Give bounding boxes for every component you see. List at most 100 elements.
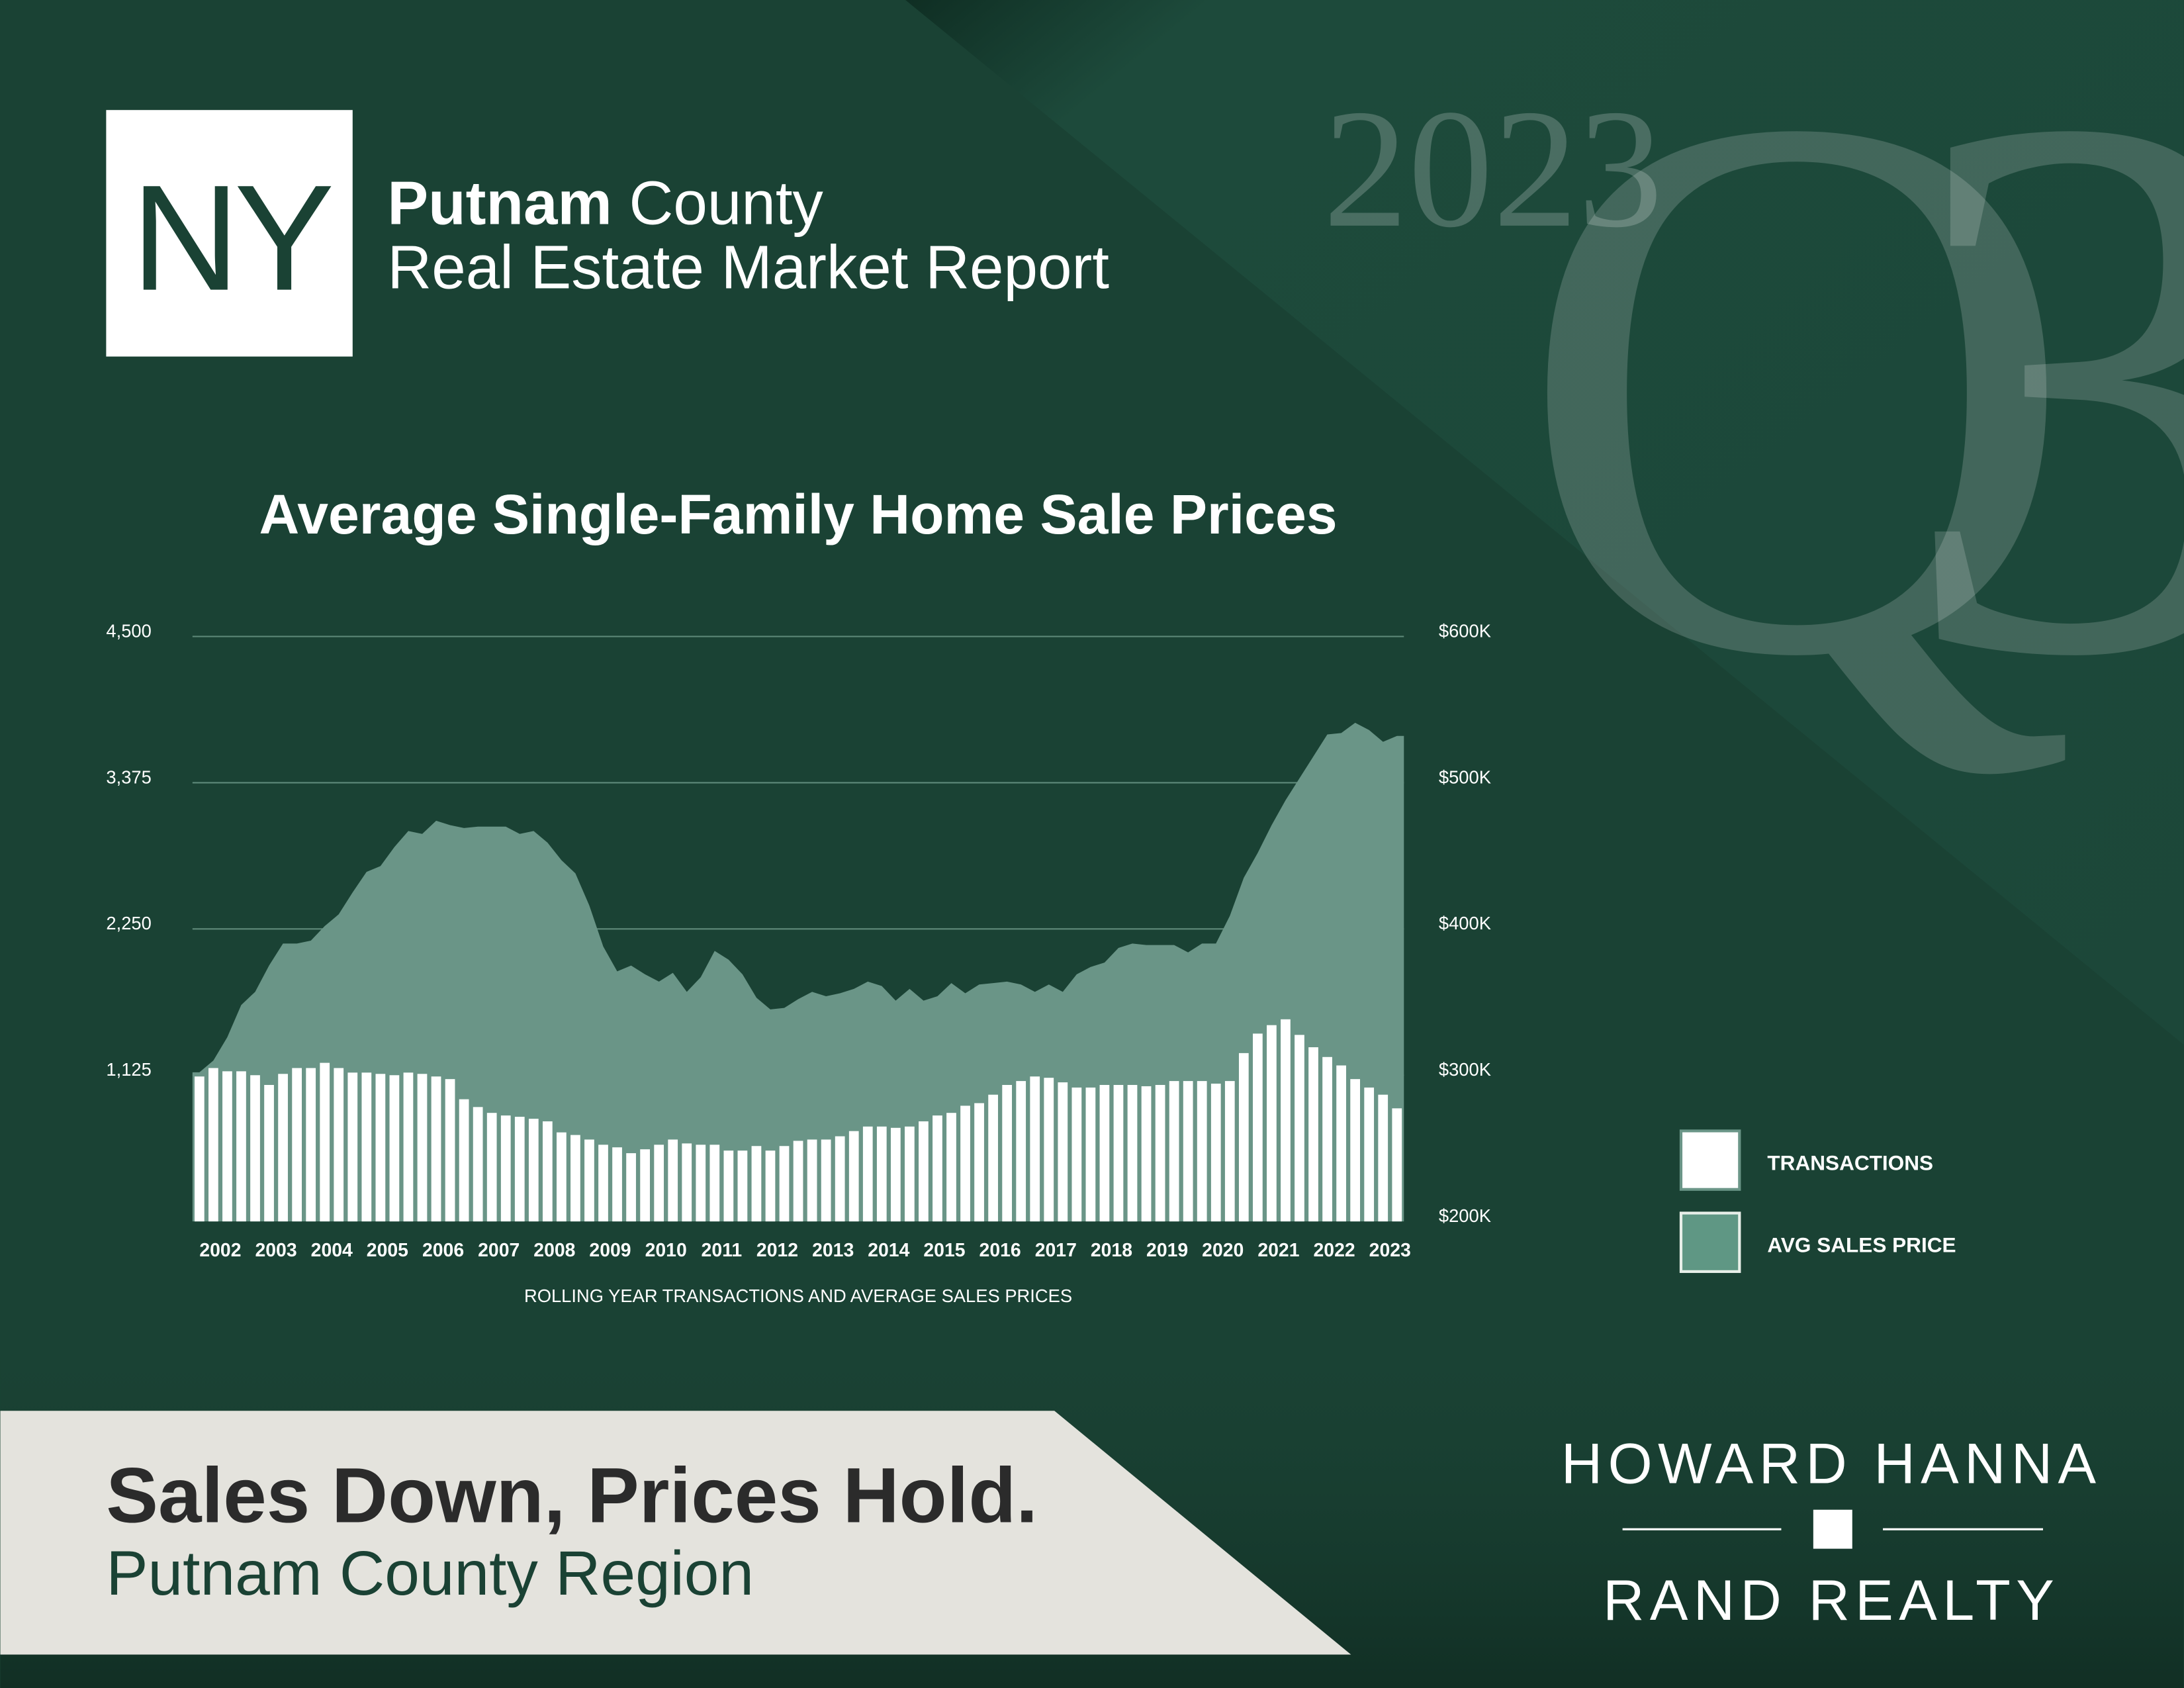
transaction-bar xyxy=(1085,1087,1096,1222)
transaction-bar xyxy=(347,1072,358,1222)
transaction-bar xyxy=(933,1115,942,1222)
transaction-bar xyxy=(640,1149,650,1222)
x-tick-label: 2014 xyxy=(868,1240,909,1261)
transaction-bar xyxy=(1169,1081,1179,1222)
transaction-bar xyxy=(919,1121,929,1222)
y-tick-label: 3,375 xyxy=(106,767,151,787)
transaction-bar xyxy=(1281,1019,1291,1222)
transaction-bar xyxy=(1044,1078,1054,1222)
transaction-bar xyxy=(1030,1076,1040,1222)
transaction-bar xyxy=(1141,1086,1152,1222)
transaction-bar xyxy=(1210,1084,1221,1222)
x-tick-label: 2004 xyxy=(311,1240,353,1261)
transaction-bar xyxy=(1099,1084,1110,1222)
transaction-bar xyxy=(1392,1108,1402,1222)
y2-tick-label: $200K xyxy=(1439,1205,1491,1226)
transaction-bar xyxy=(821,1139,831,1222)
transaction-bar xyxy=(1016,1081,1026,1222)
transaction-bar xyxy=(459,1099,469,1222)
transaction-bar xyxy=(445,1079,455,1222)
transaction-bar xyxy=(960,1105,970,1222)
x-axis-label: ROLLING YEAR TRANSACTIONS AND AVERAGE SA… xyxy=(524,1286,1072,1306)
transaction-bar xyxy=(862,1126,873,1222)
transaction-bar xyxy=(890,1127,901,1222)
x-tick-label: 2005 xyxy=(367,1240,408,1261)
transaction-bar xyxy=(375,1074,386,1222)
transaction-bar xyxy=(1002,1084,1013,1222)
badge-box xyxy=(106,110,353,357)
transaction-bar xyxy=(876,1126,887,1222)
transaction-bar xyxy=(222,1071,232,1222)
legend-swatch xyxy=(1679,1129,1741,1191)
x-tick-label: 2018 xyxy=(1091,1240,1132,1261)
transaction-bar xyxy=(542,1121,553,1222)
x-tick-label: 2003 xyxy=(255,1240,296,1261)
transaction-bar xyxy=(250,1075,260,1222)
x-tick-label: 2010 xyxy=(645,1240,687,1261)
x-tick-label: 2016 xyxy=(979,1240,1021,1261)
transaction-bar xyxy=(988,1094,998,1222)
transaction-bar xyxy=(946,1113,956,1222)
transaction-bar xyxy=(1253,1033,1263,1222)
brand-square xyxy=(1813,1509,1852,1549)
transaction-bar xyxy=(278,1074,288,1222)
transaction-bar xyxy=(1267,1025,1277,1222)
year-watermark: 2023 xyxy=(1323,74,1662,263)
diagonal-panel xyxy=(905,0,2184,1045)
transaction-bar xyxy=(848,1131,859,1222)
transaction-bar xyxy=(486,1113,497,1222)
transaction-bar xyxy=(1197,1081,1207,1222)
transaction-bar xyxy=(779,1146,790,1222)
transaction-bar xyxy=(1295,1035,1304,1222)
x-tick-label: 2002 xyxy=(199,1240,241,1261)
transaction-bar xyxy=(417,1074,428,1222)
transaction-bar xyxy=(514,1117,525,1222)
y2-tick-label: $500K xyxy=(1439,767,1491,787)
x-tick-label: 2022 xyxy=(1314,1240,1355,1261)
brand-bottom: RAND REALTY xyxy=(1603,1569,2060,1632)
transaction-bar xyxy=(292,1068,302,1222)
x-tick-label: 2017 xyxy=(1035,1240,1077,1261)
transaction-bar xyxy=(737,1150,748,1222)
quarter-watermark: Q3 xyxy=(1516,0,2184,816)
badge-text: NY xyxy=(131,154,332,322)
title-rest: County xyxy=(629,169,824,238)
y2-tick-label: $400K xyxy=(1439,913,1491,933)
report-subtitle: Real Estate Market Report xyxy=(387,233,1109,302)
brand-top: HOWARD HANNA xyxy=(1561,1432,2102,1496)
transaction-bar xyxy=(1238,1053,1249,1222)
transaction-bar xyxy=(974,1103,984,1222)
y2-tick-label: $600K xyxy=(1439,620,1491,641)
x-tick-label: 2012 xyxy=(756,1240,798,1261)
transaction-bar xyxy=(334,1068,344,1222)
transaction-bar xyxy=(403,1072,414,1222)
transaction-bar xyxy=(709,1145,720,1222)
legend-label: TRANSACTIONS xyxy=(1767,1150,1933,1174)
legend-swatch xyxy=(1679,1211,1741,1274)
transaction-bar xyxy=(807,1139,817,1222)
x-tick-label: 2020 xyxy=(1202,1240,1244,1261)
transaction-bar xyxy=(682,1143,692,1222)
x-tick-label: 2023 xyxy=(1369,1240,1411,1261)
transaction-bar xyxy=(1308,1047,1318,1222)
transaction-bar xyxy=(905,1126,915,1222)
transaction-bar xyxy=(626,1153,636,1222)
transaction-bar xyxy=(389,1075,400,1222)
transaction-bar xyxy=(500,1115,511,1222)
transaction-bar xyxy=(668,1139,678,1222)
transaction-bar xyxy=(1183,1081,1193,1222)
transaction-bar xyxy=(528,1119,539,1222)
transaction-bar xyxy=(208,1068,218,1222)
transaction-bar xyxy=(696,1145,706,1222)
x-tick-label: 2015 xyxy=(923,1240,965,1261)
transaction-bar xyxy=(612,1147,622,1222)
transaction-bar xyxy=(723,1150,734,1222)
y-tick-label: 2,250 xyxy=(106,913,151,933)
x-tick-label: 2009 xyxy=(589,1240,631,1261)
x-tick-label: 2021 xyxy=(1257,1240,1299,1261)
x-tick-label: 2007 xyxy=(478,1240,520,1261)
transaction-bar xyxy=(236,1071,246,1222)
transaction-bar xyxy=(835,1136,845,1222)
transaction-bar xyxy=(1322,1056,1332,1222)
x-tick-label: 2019 xyxy=(1146,1240,1188,1261)
